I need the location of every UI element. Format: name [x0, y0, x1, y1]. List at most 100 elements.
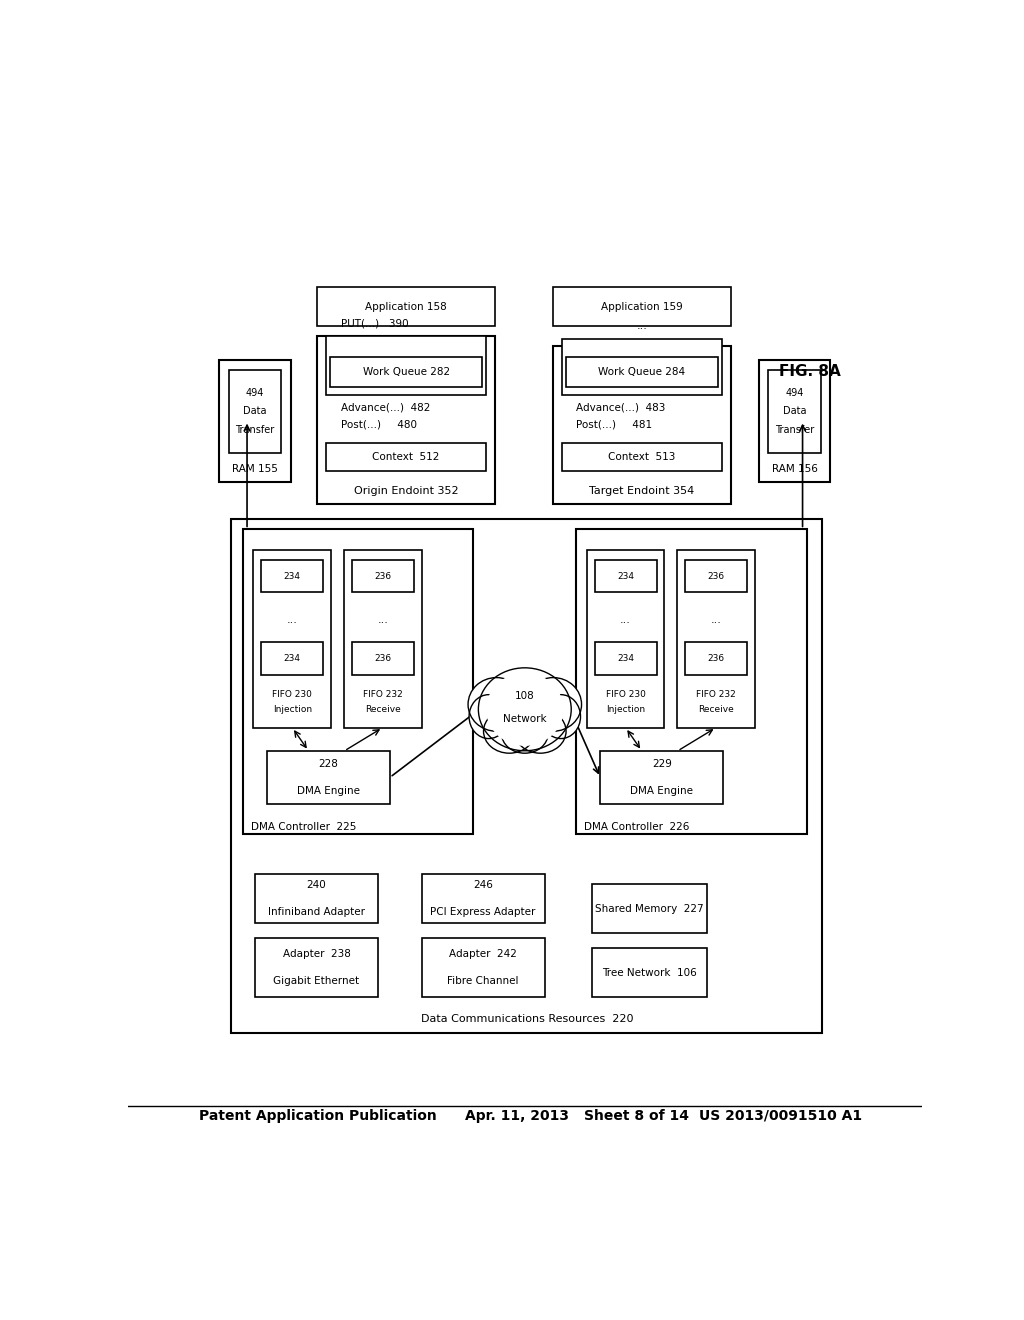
Text: 108: 108	[515, 692, 535, 701]
Bar	[228, 370, 282, 453]
Text: Application 158: Application 158	[366, 302, 447, 312]
Bar	[595, 560, 656, 593]
Bar	[600, 751, 723, 804]
Text: Data: Data	[244, 407, 266, 417]
Text: Adapter  238: Adapter 238	[283, 949, 350, 960]
Bar	[768, 370, 821, 453]
Bar	[261, 560, 324, 593]
Text: Injection: Injection	[606, 705, 645, 714]
Text: US 2013/0091510 A1: US 2013/0091510 A1	[699, 1109, 862, 1123]
Text: Network: Network	[503, 714, 547, 725]
Text: Data Communications Resources  220: Data Communications Resources 220	[421, 1014, 633, 1024]
Text: Work Queue 282: Work Queue 282	[362, 367, 450, 376]
Bar	[344, 549, 422, 727]
Bar	[566, 356, 718, 387]
Text: RAM 156: RAM 156	[772, 465, 817, 474]
Ellipse shape	[514, 709, 566, 754]
Text: ...: ...	[287, 615, 298, 624]
Bar	[243, 529, 473, 834]
Text: Context  512: Context 512	[373, 453, 440, 462]
Bar	[255, 874, 378, 923]
Text: 236: 236	[374, 572, 391, 581]
Text: Adapter  242: Adapter 242	[450, 949, 517, 960]
Bar	[685, 643, 748, 675]
Ellipse shape	[542, 694, 581, 739]
Text: Work Queue 284: Work Queue 284	[598, 367, 685, 376]
Text: Sheet 8 of 14: Sheet 8 of 14	[585, 1109, 689, 1123]
Text: Origin Endoint 352: Origin Endoint 352	[354, 486, 459, 496]
Text: Gigabit Ethernet: Gigabit Ethernet	[273, 975, 359, 986]
Bar	[267, 751, 390, 804]
Bar	[422, 939, 545, 997]
Bar	[327, 337, 486, 395]
Bar	[553, 288, 731, 326]
Bar	[327, 444, 486, 471]
Bar	[592, 948, 708, 997]
Text: 240: 240	[306, 880, 327, 890]
Text: Infiniband Adapter: Infiniband Adapter	[268, 907, 365, 916]
Text: 236: 236	[708, 653, 725, 663]
Bar	[352, 560, 414, 593]
Bar	[331, 356, 482, 387]
Text: Fibre Channel: Fibre Channel	[447, 975, 519, 986]
Text: Advance(...)  482: Advance(...) 482	[341, 403, 430, 412]
Ellipse shape	[486, 673, 563, 746]
Text: Advance(...)  483: Advance(...) 483	[577, 403, 666, 412]
Bar	[316, 288, 496, 326]
Bar	[219, 359, 291, 482]
Text: ...: ...	[621, 615, 631, 624]
Text: Application 159: Application 159	[601, 302, 683, 312]
Text: Apr. 11, 2013: Apr. 11, 2013	[465, 1109, 569, 1123]
Text: ...: ...	[637, 321, 647, 331]
Bar	[595, 643, 656, 675]
Text: Receive: Receive	[365, 705, 400, 714]
Text: PUT(...)   390: PUT(...) 390	[341, 318, 409, 329]
Bar	[562, 339, 722, 395]
Ellipse shape	[483, 709, 536, 754]
Text: 229: 229	[651, 759, 672, 770]
Bar	[261, 643, 324, 675]
Text: FIFO 230: FIFO 230	[605, 689, 645, 698]
Ellipse shape	[478, 668, 571, 751]
Text: 234: 234	[284, 653, 301, 663]
Text: ...: ...	[377, 615, 388, 624]
Text: DMA Controller  225: DMA Controller 225	[251, 822, 356, 832]
Text: 236: 236	[708, 572, 725, 581]
Text: 246: 246	[473, 880, 494, 890]
Ellipse shape	[469, 694, 508, 739]
Bar	[352, 643, 414, 675]
Text: Shared Memory  227: Shared Memory 227	[596, 903, 705, 913]
Text: Tree Network  106: Tree Network 106	[602, 968, 697, 978]
Bar	[592, 884, 708, 933]
Bar	[577, 529, 807, 834]
Text: 234: 234	[617, 653, 634, 663]
Bar	[231, 519, 822, 1032]
Text: 234: 234	[617, 572, 634, 581]
Text: Injection: Injection	[272, 705, 312, 714]
Text: 494: 494	[246, 388, 264, 399]
Text: FIFO 232: FIFO 232	[696, 689, 736, 698]
Bar	[422, 874, 545, 923]
Text: FIFO 230: FIFO 230	[272, 689, 312, 698]
Text: Transfer: Transfer	[775, 425, 814, 434]
Text: 236: 236	[374, 653, 391, 663]
Bar	[587, 549, 665, 727]
Text: Target Endoint 354: Target Endoint 354	[589, 486, 694, 496]
Bar	[677, 549, 755, 727]
Ellipse shape	[524, 677, 582, 731]
Bar	[316, 337, 496, 504]
Ellipse shape	[502, 714, 548, 754]
Text: Data: Data	[783, 407, 806, 417]
Bar	[553, 346, 731, 504]
Text: DMA Controller  226: DMA Controller 226	[585, 822, 690, 832]
Text: 494: 494	[785, 388, 804, 399]
Text: DMA Engine: DMA Engine	[630, 785, 693, 796]
Text: Post(...)     480: Post(...) 480	[341, 420, 417, 430]
Text: Receive: Receive	[698, 705, 734, 714]
Text: Transfer: Transfer	[236, 425, 274, 434]
Text: 228: 228	[318, 759, 338, 770]
Bar	[685, 560, 748, 593]
Text: Patent Application Publication: Patent Application Publication	[200, 1109, 437, 1123]
Text: FIFO 232: FIFO 232	[362, 689, 402, 698]
Text: DMA Engine: DMA Engine	[297, 785, 359, 796]
